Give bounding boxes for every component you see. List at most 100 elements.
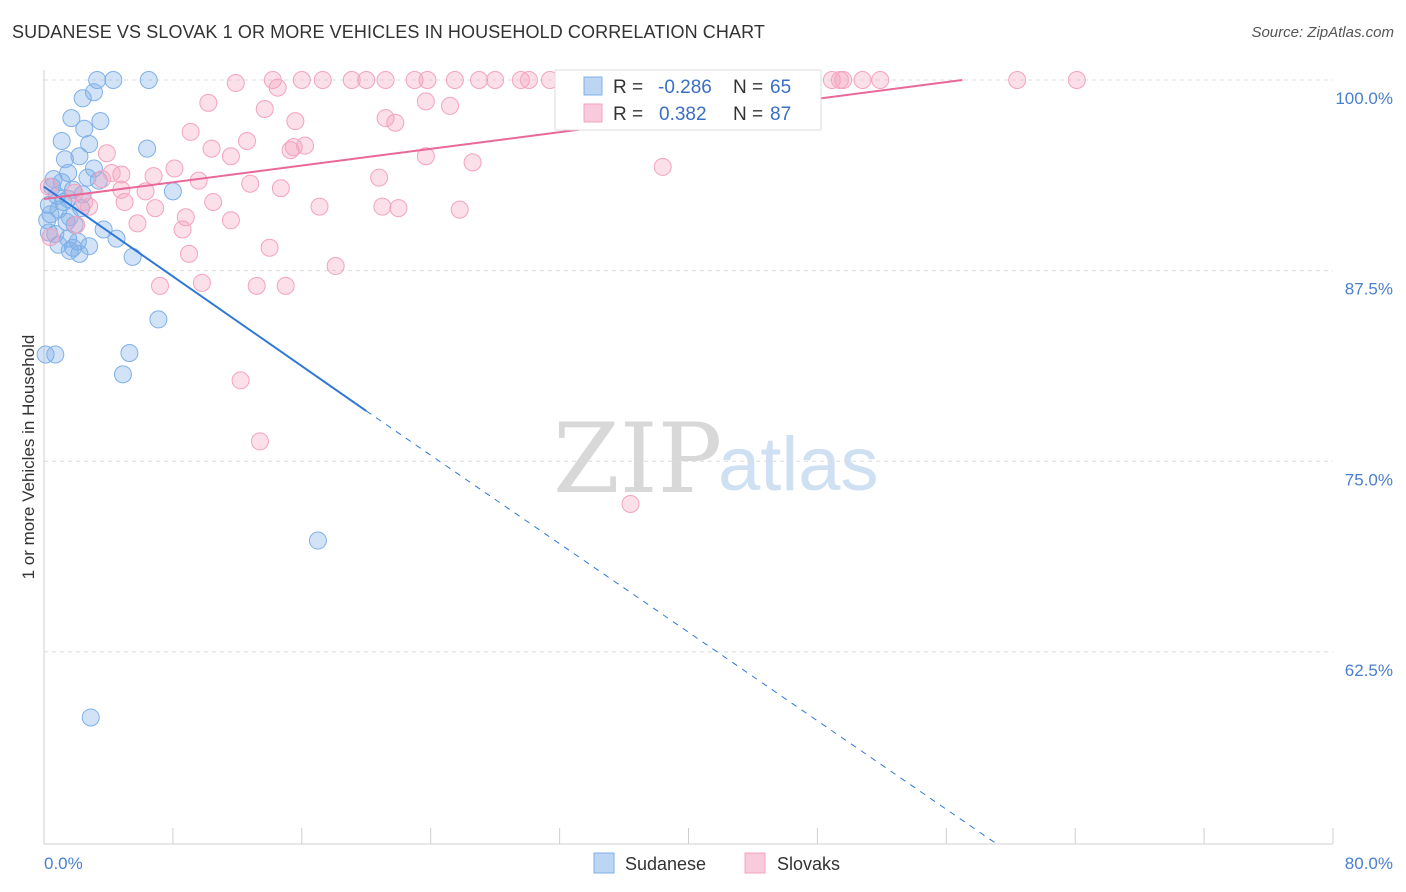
point-slovaks: [1067, 71, 1086, 89]
point-sudanese: [113, 365, 132, 384]
point-slovaks: [260, 238, 279, 257]
point-sudanese: [149, 310, 168, 329]
point-slovaks: [93, 170, 112, 189]
gridlines: [44, 79, 1333, 653]
point-sudanese: [139, 71, 158, 89]
point-sudanese: [39, 196, 58, 215]
y-tick-label: 75.0%: [1345, 470, 1393, 489]
point-slovaks: [445, 71, 464, 89]
point-slovaks: [1008, 71, 1027, 89]
point-slovaks: [67, 215, 86, 234]
legend-r-label-1: R =: [613, 77, 643, 98]
point-slovaks: [326, 257, 345, 276]
legend-swatch-slovaks: [583, 103, 603, 123]
watermark-zip: ZIP: [553, 403, 722, 515]
point-slovaks: [853, 71, 872, 89]
point-sudanese: [46, 345, 65, 364]
legend-r-value-1: -0.286: [658, 77, 712, 98]
x-tick-label-max: 80.0%: [1345, 854, 1393, 873]
point-slovaks: [221, 147, 240, 166]
point-slovaks: [310, 197, 329, 216]
y-tick-label: 100.0%: [1335, 89, 1393, 108]
point-slovaks: [102, 164, 121, 183]
point-slovaks: [418, 71, 437, 89]
point-slovaks: [39, 177, 58, 196]
point-slovaks: [238, 132, 257, 150]
y-tick-label: 62.5%: [1345, 661, 1393, 680]
point-slovaks: [255, 99, 274, 118]
point-slovaks: [389, 199, 408, 218]
bottom-legend-swatch-slovaks: [744, 852, 766, 874]
point-slovaks: [296, 136, 315, 155]
watermark: ZIP atlas: [553, 403, 879, 515]
x-axis-ticks: [43, 828, 1334, 844]
point-sudanese: [75, 119, 94, 138]
point-slovaks: [180, 244, 199, 263]
point-slovaks: [281, 141, 300, 160]
point-slovaks: [441, 96, 460, 115]
point-slovaks: [173, 220, 192, 239]
point-slovaks: [226, 74, 245, 93]
bottom-legend-swatch-sudanese: [593, 852, 615, 874]
point-slovaks: [151, 276, 170, 295]
point-sudanese: [80, 237, 99, 256]
point-slovaks: [231, 371, 250, 390]
series-legend: Sudanese Slovaks: [593, 852, 840, 874]
point-slovaks: [263, 71, 282, 89]
point-slovaks: [165, 159, 184, 178]
point-sudanese: [163, 182, 182, 201]
point-slovaks: [250, 432, 269, 451]
point-slovaks: [41, 228, 60, 247]
series-sudanese-points: [36, 71, 327, 727]
point-sudanese: [81, 708, 100, 727]
point-slovaks: [65, 183, 84, 202]
point-slovaks: [292, 71, 311, 89]
point-slovaks: [376, 71, 395, 89]
point-sudanese: [55, 150, 74, 169]
x-tick-label-min: 0.0%: [44, 854, 83, 873]
point-slovaks: [247, 276, 266, 295]
point-slovaks: [416, 92, 435, 111]
point-sudanese: [80, 135, 99, 154]
point-slovaks: [416, 147, 435, 166]
point-slovaks: [653, 157, 672, 176]
y-axis-label: 1 or more Vehicles in Household: [19, 335, 38, 580]
point-slovaks: [144, 167, 163, 186]
point-slovaks: [192, 273, 211, 292]
chart-title: SUDANESE VS SLOVAK 1 OR MORE VEHICLES IN…: [12, 22, 765, 42]
point-sudanese: [36, 345, 55, 364]
point-slovaks: [204, 193, 223, 211]
legend-n-value-1: 65: [770, 77, 791, 98]
point-sudanese: [138, 139, 157, 158]
legend-r-label-2: R =: [613, 104, 643, 125]
bottom-legend-label-slovaks: Slovaks: [777, 854, 840, 874]
trend-line-sudanese: [43, 185, 367, 412]
point-slovaks: [405, 71, 424, 89]
point-slovaks: [357, 71, 376, 89]
point-slovaks: [181, 122, 200, 141]
point-slovaks: [313, 71, 332, 89]
point-slovaks: [146, 199, 165, 218]
point-sudanese: [123, 247, 142, 266]
point-slovaks: [386, 113, 405, 132]
point-slovaks: [80, 197, 99, 216]
y-axis-tick-labels: 62.5% 75.0% 87.5% 100.0%: [1335, 89, 1393, 680]
point-slovaks: [342, 71, 361, 89]
point-sudanese: [308, 531, 327, 550]
stats-legend: R = -0.286 N = 65 R = 0.382 N = 87: [554, 69, 822, 131]
point-slovaks: [470, 71, 489, 89]
bottom-legend-label-sudanese: Sudanese: [625, 854, 706, 874]
point-sudanese: [104, 71, 123, 89]
point-slovaks: [97, 144, 116, 163]
legend-n-label-1: N =: [733, 77, 763, 98]
point-slovaks: [871, 71, 890, 89]
point-slovaks: [834, 71, 853, 89]
point-slovaks: [370, 168, 389, 187]
point-slovaks: [463, 153, 482, 172]
point-slovaks: [128, 214, 147, 233]
point-slovaks: [373, 197, 392, 216]
point-sudanese: [70, 244, 89, 263]
point-sudanese: [91, 112, 110, 131]
point-slovaks: [284, 138, 303, 157]
